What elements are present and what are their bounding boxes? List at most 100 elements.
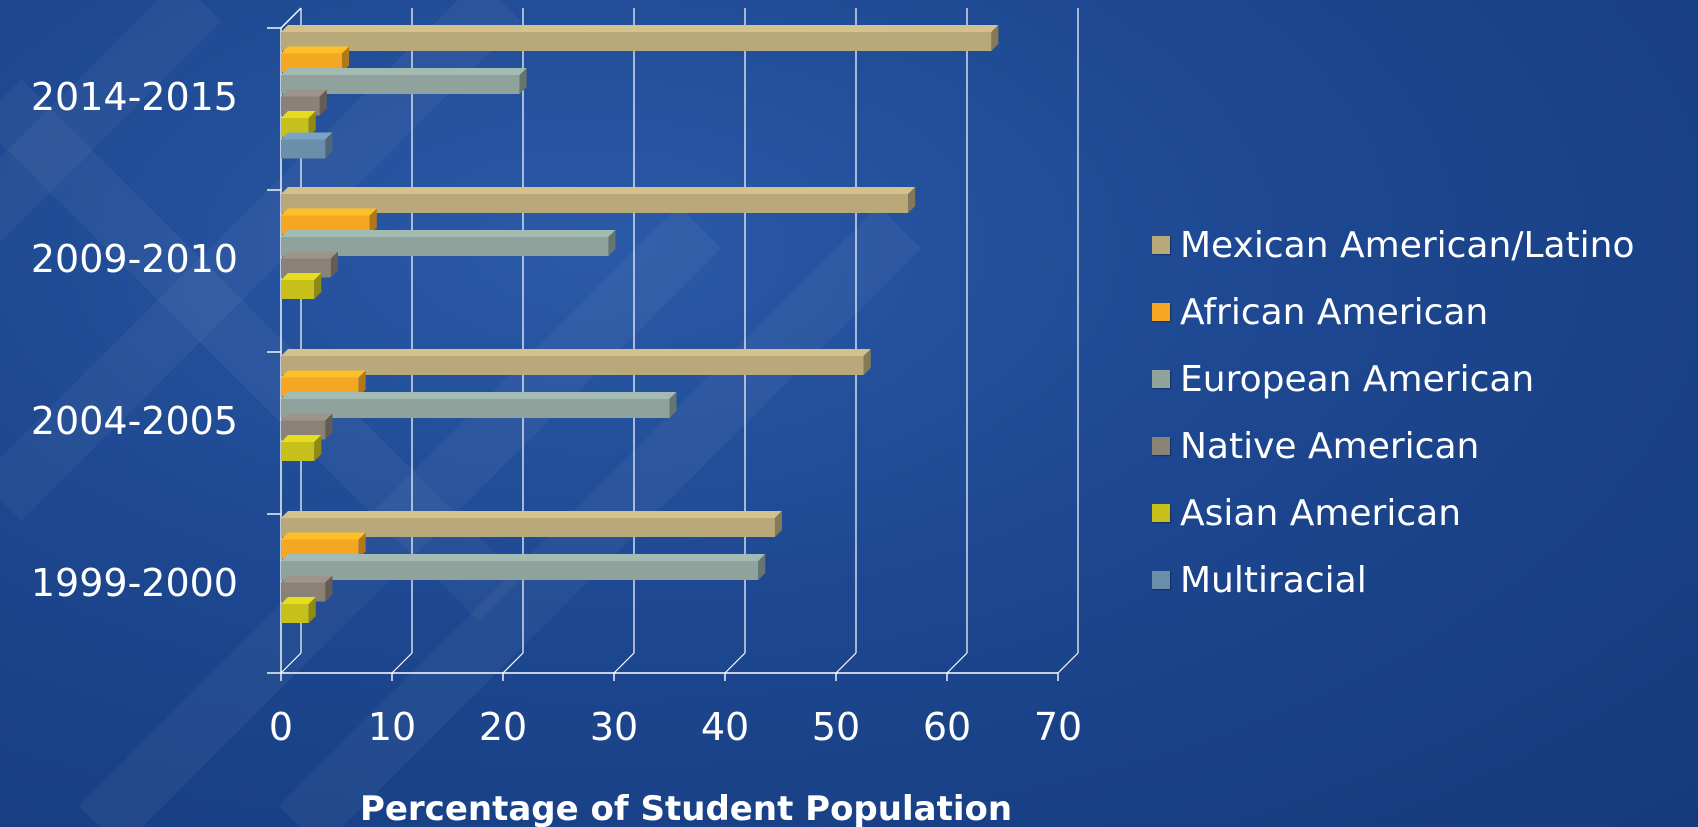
bar [281,132,333,159]
bar-front [281,118,309,137]
bar-end [774,511,782,537]
bar-front [281,139,326,159]
bar-top [281,251,338,259]
legend: Mexican American/Latino African American E… [1152,222,1635,603]
bar [281,349,871,375]
legend-item: European American [1152,356,1635,402]
x-tick-label: 50 [812,705,860,749]
bar [281,25,999,51]
bar [281,575,333,602]
legend-item: African American [1152,289,1635,335]
bar [281,370,366,397]
bar [281,187,916,213]
legend-label: Asian American [1180,492,1462,534]
legend-label: European American [1180,358,1535,400]
bar-end [325,413,333,440]
bar [281,273,322,299]
bar-top [281,392,677,399]
bar-end [325,575,333,602]
bar-top [281,349,871,356]
bar-front [281,604,309,623]
gridline-depth [502,652,524,674]
bar-front [281,75,520,94]
bar-front [281,280,315,299]
category-label: 2009-2010 [31,237,238,281]
bar [281,554,766,580]
bar-end [519,68,527,94]
bar [281,46,350,73]
bar-front [281,377,359,397]
legend-item: Mexican American/Latino [1152,222,1635,268]
legend-label: Mexican American/Latino [1180,224,1635,266]
bar-front [281,215,370,235]
bar [281,230,616,256]
gridline-depth [724,652,746,674]
legend-label: Multiracial [1180,559,1367,601]
bar-front [281,32,992,51]
bar-top [281,575,333,583]
category-label: 2014-2015 [31,75,238,119]
gridline-depth [946,652,968,674]
gridline-depth [835,652,857,674]
legend-swatch [1152,437,1170,455]
bar-end [314,435,322,461]
axis-layer [267,7,1059,681]
bar-front [281,356,864,375]
bar-top [281,413,333,421]
x-tick-label: 70 [1034,705,1082,749]
bars-layer [281,25,999,623]
bar-end [308,597,316,623]
bar-top [281,273,322,280]
legend-item: Asian American [1152,490,1635,536]
bar-front [281,53,343,73]
bar-front [281,258,331,278]
bar-top [281,89,327,97]
bar-front [281,539,359,559]
legend-swatch [1152,370,1170,388]
bar-front [281,582,326,602]
x-tick-label: 0 [269,705,293,749]
category-labels: 2014-2015 2009-2010 2004-2005 1999-2000 [31,75,238,605]
bar [281,89,327,116]
category-label: 1999-2000 [31,561,238,605]
x-tick-label: 30 [590,705,638,749]
bar-front [281,442,315,461]
bar-end [319,89,327,116]
legend-swatch [1152,236,1170,254]
bar-end [330,251,338,278]
bar-end [863,349,871,375]
bar-top [281,132,333,140]
x-tick-label: 10 [368,705,416,749]
bar-end [308,111,316,137]
legend-item: Multiracial [1152,557,1635,603]
bar-top [281,597,316,604]
bar-end [314,273,322,299]
legend-swatch [1152,303,1170,321]
gridline-depth [280,652,302,674]
bar-end [758,554,766,580]
bar-end [608,230,616,256]
bar-front [281,237,609,256]
bar-end [369,208,377,235]
bar-top [281,435,322,442]
bar-front [281,561,759,580]
x-axis-title: Percentage of Student Population [360,789,1012,827]
bar-front [281,96,320,116]
bar [281,208,377,235]
legend-swatch [1152,504,1170,522]
bar-front [281,420,326,440]
bar-top [281,554,766,561]
bar [281,413,333,440]
category-label: 2004-2005 [31,399,238,443]
bar-end [325,132,333,159]
legend-label: Native American [1180,425,1480,467]
bar-end [358,370,366,397]
bar [281,597,316,623]
bar-top [281,370,366,378]
bar-front [281,399,670,418]
bar-top [281,208,377,216]
bar-top [281,230,616,237]
bar-top [281,68,527,75]
bar-top [281,25,999,32]
